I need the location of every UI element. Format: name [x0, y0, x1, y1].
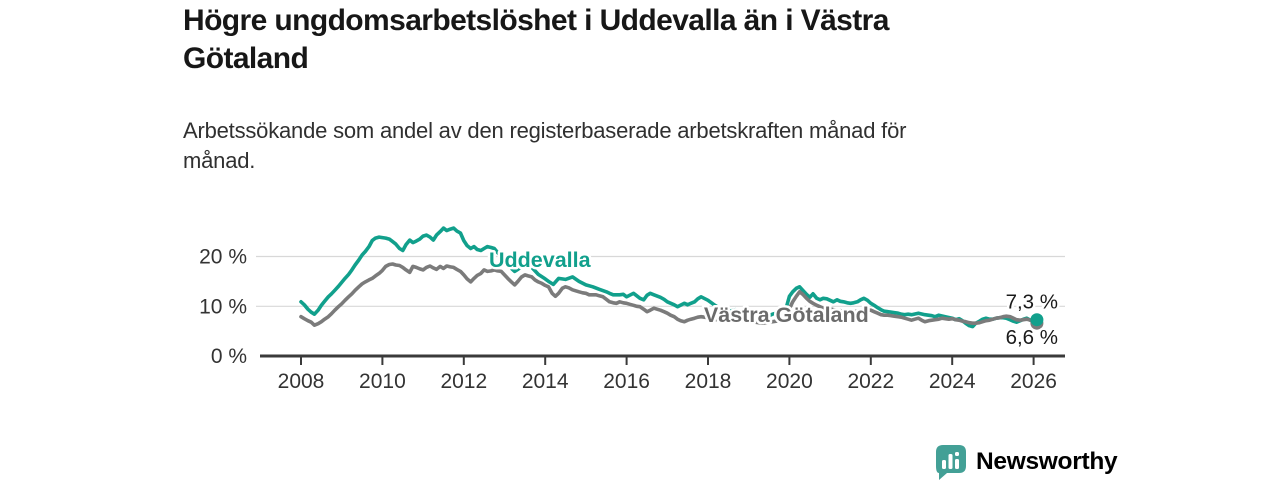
- page-title-line-2: Götaland: [183, 42, 309, 75]
- series-label: Västra Götaland: [704, 303, 869, 327]
- x-tick-label: 2012: [440, 370, 487, 393]
- x-tick-label: 2018: [685, 370, 732, 393]
- y-tick-label: 10 %: [199, 295, 247, 318]
- x-tick-label: 2024: [929, 370, 976, 393]
- x-tick-label: 2014: [522, 370, 569, 393]
- chart-subtitle-line-1: Arbetssökande som andel av den registerb…: [183, 118, 907, 143]
- x-tick-label: 2026: [1010, 370, 1057, 393]
- chart-subtitle-line-2: månad.: [183, 148, 256, 173]
- y-tick-label: 20 %: [199, 246, 247, 269]
- series-label: Uddevalla: [489, 248, 592, 272]
- series-line-v-stra-g-taland: [299, 262, 1039, 328]
- newsworthy-bubble-chart-icon: [936, 445, 966, 480]
- y-tick-label: 0 %: [211, 345, 247, 368]
- series-end-value-label: 7,3 %: [1006, 291, 1058, 314]
- series-end-value-label: 6,6 %: [1006, 326, 1058, 349]
- x-tick-label: 2016: [603, 370, 650, 393]
- page-title-line-1: Högre ungdomsarbetslöshet i Uddevalla än…: [183, 4, 889, 37]
- page-title: Högre ungdomsarbetslöshet i Uddevalla än…: [183, 2, 889, 78]
- series-end-dot: [1030, 313, 1044, 327]
- brand-name: Newsworthy: [976, 447, 1118, 475]
- x-tick-label: 2008: [278, 370, 325, 393]
- chart-subtitle: Arbetssökande som andel av den registerb…: [183, 116, 906, 176]
- x-tick-label: 2020: [766, 370, 813, 393]
- x-tick-label: 2010: [359, 370, 406, 393]
- series-line-uddevalla: [299, 226, 1039, 329]
- newsworthy-logo: Newsworthy: [933, 443, 1118, 480]
- x-tick-label: 2022: [847, 370, 894, 393]
